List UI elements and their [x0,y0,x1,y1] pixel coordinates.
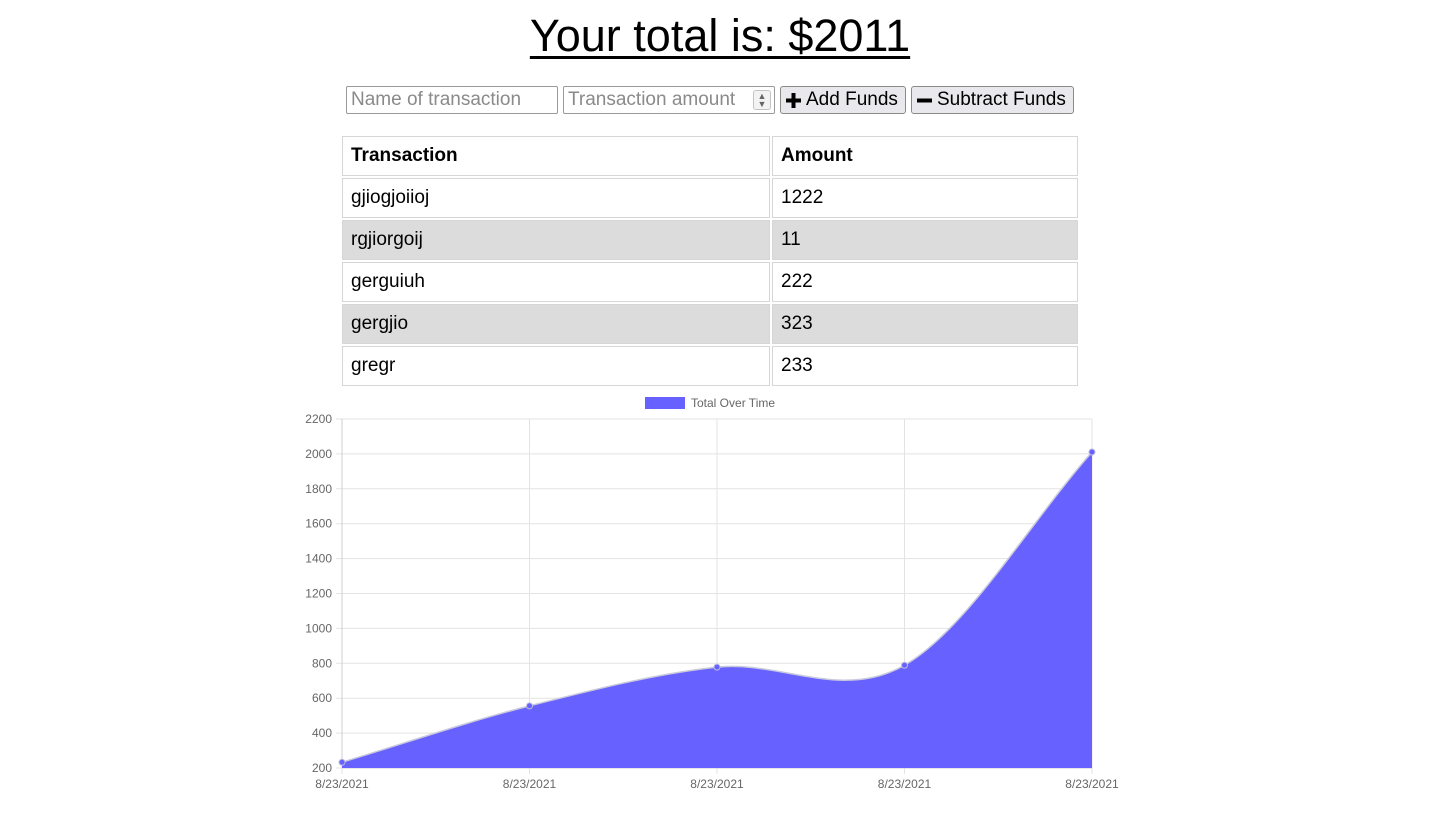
plus-icon [786,92,801,108]
total-heading: Your total is: $2011 [0,10,1440,62]
y-tick-label: 600 [312,691,332,705]
transaction-amount-cell: 233 [772,346,1078,386]
x-tick-label: 8/23/2021 [315,777,369,791]
transaction-name-cell: gregr [342,346,770,386]
x-tick-label: 8/23/2021 [690,777,744,791]
total-text: Your total is: $2011 [529,10,911,61]
legend-label: Total Over Time [691,396,775,410]
table-row: gregr 233 [342,346,1078,386]
data-point [526,702,533,710]
y-tick-label: 1400 [305,552,332,566]
total-over-time-chart: 200 400 600 800 1000 1200 1400 1600 1800 2000 2200… [0,390,1440,810]
data-point [901,661,908,669]
x-tick-label: 8/23/2021 [503,777,557,791]
series-area [342,451,1092,768]
transaction-name-cell: rgjiorgoij [342,220,770,260]
table-row: gergjio 323 [342,304,1078,344]
add-funds-button[interactable]: Add Funds [780,86,906,114]
transaction-amount-cell: 1222 [772,178,1078,218]
transactions-table: Transaction Amount gjiogjoiioj 1222 rgji… [340,134,1080,388]
y-tick-label: 1800 [305,482,332,496]
transaction-amount-input[interactable] [563,86,775,114]
minus-icon [917,93,932,108]
y-tick-label: 200 [312,761,332,775]
y-tick-label: 1000 [305,621,332,635]
subtract-funds-label: Subtract Funds [937,89,1066,110]
x-tick-label: 8/23/2021 [878,777,932,791]
data-point [1088,448,1096,456]
transaction-name-cell: gerguiuh [342,262,770,302]
data-point [338,758,346,766]
y-tick-label: 1200 [305,587,332,601]
y-tick-label: 800 [312,656,332,670]
transaction-amount-cell: 323 [772,304,1078,344]
subtract-funds-button[interactable]: Subtract Funds [911,86,1074,114]
table-row: gjiogjoiioj 1222 [342,178,1078,218]
table-row: rgjiorgoij 11 [342,220,1078,260]
header-transaction: Transaction [342,136,770,176]
y-tick-label: 2200 [305,412,332,426]
chart-svg: 200 400 600 800 1000 1200 1400 1600 1800 2000 2200… [305,396,1119,791]
table-header-row: Transaction Amount [342,136,1078,176]
transaction-amount-cell: 222 [772,262,1078,302]
transaction-name-cell: gjiogjoiioj [342,178,770,218]
transaction-name-input[interactable] [346,86,558,114]
y-tick-label: 1600 [305,517,332,531]
header-amount: Amount [772,136,1078,176]
table-row: gerguiuh 222 [342,262,1078,302]
transaction-amount-cell: 11 [772,220,1078,260]
y-tick-label: 2000 [305,447,332,461]
legend-swatch [645,397,685,409]
transaction-name-cell: gergjio [342,304,770,344]
amount-stepper[interactable]: ▲ ▼ [753,90,771,110]
x-tick-label: 8/23/2021 [1065,777,1119,791]
data-point [713,663,721,671]
series-line [341,451,1093,763]
add-funds-label: Add Funds [806,89,898,110]
y-tick-label: 400 [312,726,332,740]
